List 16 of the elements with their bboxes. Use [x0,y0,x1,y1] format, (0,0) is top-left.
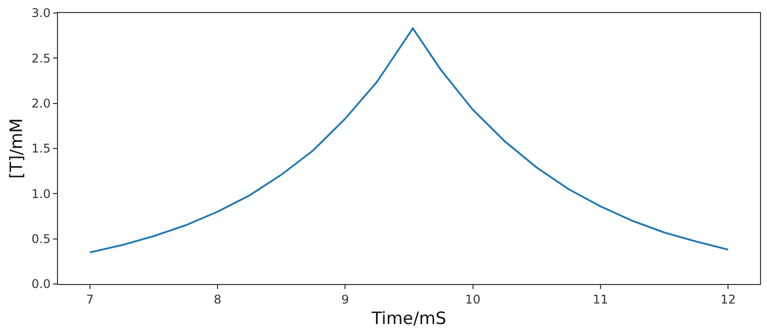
x-axis-title: Time/mS [370,308,446,329]
y-tick-label: 2.5 [32,51,51,66]
x-tick-label: 11 [592,292,608,306]
x-tick-label: 9 [341,292,349,306]
y-tick-label: 1.5 [32,142,51,156]
x-tick-label: 10 [465,292,480,306]
x-tick-label: 8 [214,292,222,306]
x-tick-label: 12 [720,292,736,306]
y-tick-label: 1.0 [32,186,51,201]
y-tick-label: 0.0 [32,277,51,292]
y-tick-label: 3.0 [32,6,51,20]
y-tick-label: 0.5 [32,232,51,246]
y-axis-title: [T]/mM [7,118,28,179]
x-tick-label: 7 [86,292,94,306]
y-tick-label: 2.0 [32,96,51,111]
line-series [89,27,729,254]
